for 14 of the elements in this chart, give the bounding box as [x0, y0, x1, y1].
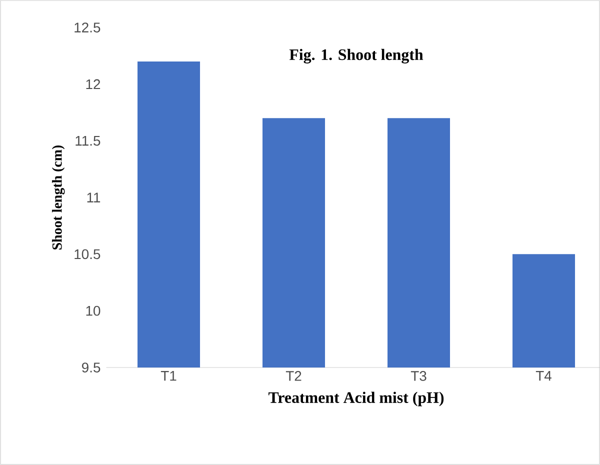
y-tick-label: 11	[87, 192, 100, 202]
y-tick-label: 10.5	[74, 249, 100, 260]
x-tick-label: T4	[536, 371, 552, 381]
y-tick-label: 11.5	[76, 136, 100, 146]
x-axis-title: Treatment Acid mist (pH)	[268, 392, 444, 406]
text: Fig. 1. Shoot length	[289, 48, 424, 64]
y-axis-title: Shoot length (cm)	[52, 145, 65, 250]
x-tick-label: T2	[286, 371, 302, 381]
y-tick-label: 10	[86, 306, 100, 316]
x-tick-label: T3	[410, 371, 426, 381]
y-tick-label: 9.5	[82, 362, 100, 372]
y-tick-label: 12	[86, 79, 100, 90]
x-tick-label: T1	[160, 371, 176, 381]
y-tick-label: 12.5	[74, 22, 100, 32]
